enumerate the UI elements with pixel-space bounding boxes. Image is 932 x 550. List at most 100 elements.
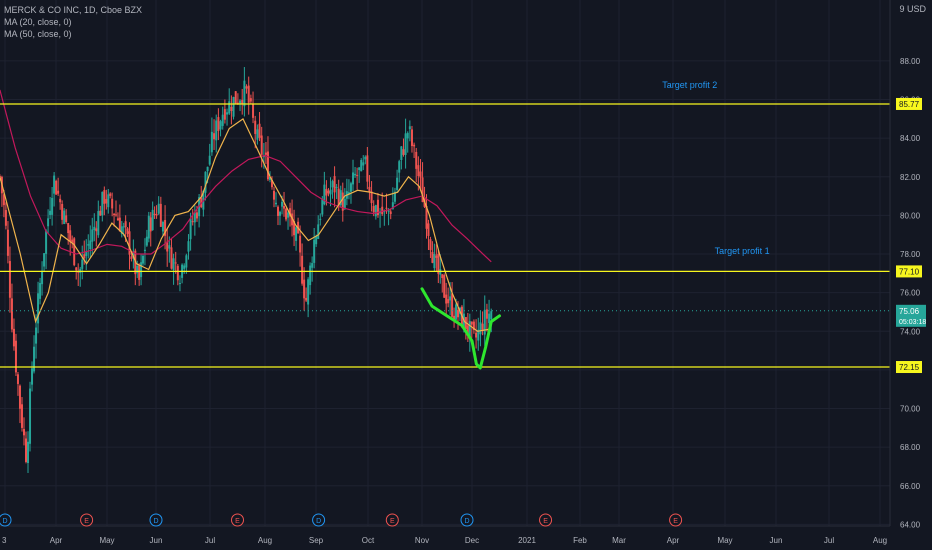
candle-body	[270, 179, 273, 188]
earnings-marker[interactable]	[385, 513, 399, 527]
candle-body	[35, 327, 38, 344]
candle-body	[53, 175, 56, 194]
annotation-text[interactable]: Target profit 2	[662, 80, 717, 90]
dividend-marker[interactable]	[149, 513, 163, 527]
candle-body	[341, 192, 344, 211]
candle-body	[323, 184, 326, 205]
candle-body	[2, 194, 5, 206]
candle-body	[20, 404, 23, 428]
candle-body	[410, 129, 413, 147]
y-tick-label: 66.00	[900, 482, 921, 491]
earnings-marker[interactable]	[539, 513, 553, 527]
candle-body	[331, 181, 334, 188]
level-price-label: 85.77	[899, 100, 920, 109]
y-tick-label: 68.00	[900, 443, 921, 452]
candle-body	[219, 121, 222, 130]
candle-body	[349, 183, 352, 192]
candle-body	[67, 223, 70, 234]
candle-body	[185, 255, 188, 268]
candle-body	[16, 374, 19, 384]
candle-body	[366, 155, 369, 182]
candle-body	[374, 205, 377, 217]
x-tick-label: Feb	[573, 536, 587, 545]
y-tick-label: 64.00	[900, 520, 921, 529]
candle-body	[477, 329, 480, 341]
candle-body	[479, 322, 482, 335]
candle-body	[22, 429, 25, 436]
candle-body	[441, 274, 444, 279]
y-tick-label: 84.00	[900, 134, 921, 143]
candle-body	[71, 239, 74, 243]
earnings-marker[interactable]	[80, 513, 94, 527]
candle-body	[27, 441, 30, 464]
candle-body	[421, 177, 424, 202]
dividend-marker[interactable]	[312, 513, 326, 527]
dividend-marker-label: D	[153, 518, 158, 525]
candle-body	[307, 279, 310, 305]
candle-body	[362, 162, 365, 166]
candle-body	[387, 209, 390, 212]
ma20-legend[interactable]: MA (20, close, 0)	[4, 17, 72, 27]
symbol-title[interactable]: MERCK & CO INC, 1D, Cboe BZX	[4, 5, 143, 15]
candle-body	[239, 100, 242, 104]
candle-body	[415, 151, 418, 169]
candle-body	[435, 255, 438, 258]
candle-body	[470, 321, 473, 325]
candle-body	[170, 247, 173, 269]
x-tick-label: Dec	[465, 536, 479, 545]
candle-body	[213, 133, 216, 140]
candle-body	[468, 321, 471, 338]
y-tick-label: 76.00	[900, 289, 921, 298]
candle-body	[243, 80, 246, 107]
candle-body	[453, 315, 456, 320]
dividend-marker[interactable]	[460, 513, 474, 527]
candle-body	[25, 438, 28, 462]
candle-body	[204, 171, 207, 193]
earnings-marker[interactable]	[231, 513, 244, 527]
y-tick-label: 82.00	[900, 173, 921, 182]
candle-body	[483, 309, 486, 335]
candle-body	[101, 191, 104, 216]
candle-body	[109, 193, 112, 196]
candle-body	[136, 265, 139, 273]
x-tick-label: Apr	[50, 536, 63, 545]
earnings-marker-label: E	[673, 518, 678, 525]
candle-body	[381, 206, 384, 215]
ma50-legend[interactable]: MA (50, close, 0)	[4, 29, 72, 39]
candle-body	[31, 368, 34, 385]
earnings-marker[interactable]	[669, 513, 683, 527]
dividend-marker[interactable]	[0, 513, 12, 527]
candle-body	[208, 155, 211, 165]
candle-body	[333, 176, 336, 193]
candle-body	[236, 102, 239, 104]
candle-body	[157, 203, 160, 214]
projection-drawing[interactable]	[420, 287, 501, 370]
candle-body	[149, 217, 152, 232]
candle-body	[247, 85, 250, 103]
candle-body	[356, 174, 359, 176]
candle-body	[360, 160, 363, 172]
candle-body	[256, 129, 259, 140]
candle-body	[51, 197, 54, 215]
candle-body	[281, 201, 284, 207]
candle-body	[419, 171, 422, 178]
candle-body	[241, 99, 244, 104]
candle-body	[132, 251, 135, 258]
y-tick-label: 70.00	[900, 405, 921, 414]
candle-body	[337, 188, 340, 206]
candle-body	[404, 133, 407, 155]
candle-body	[113, 213, 116, 216]
candle-body	[398, 161, 401, 173]
x-tick-label: Nov	[415, 536, 429, 545]
candle-body	[195, 212, 198, 219]
currency-label: 9 USD	[899, 4, 926, 14]
candle-body	[4, 210, 7, 226]
candle-body	[87, 244, 90, 246]
candle-body	[189, 218, 192, 240]
annotation-text[interactable]: Target profit 1	[715, 246, 770, 256]
candle-body	[457, 310, 459, 318]
candle-body	[417, 165, 420, 177]
candle-body	[268, 177, 271, 180]
candle-body	[449, 296, 452, 301]
